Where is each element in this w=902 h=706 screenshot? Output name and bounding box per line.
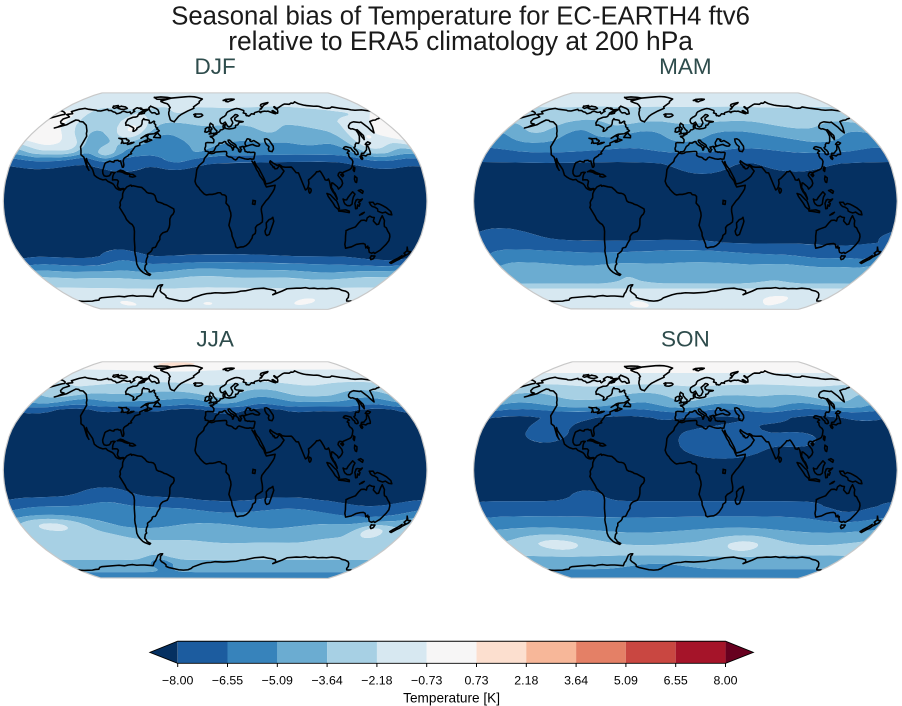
- svg-text:8.00: 8.00: [713, 674, 737, 688]
- svg-text:−2.18: −2.18: [361, 674, 392, 688]
- svg-text:0.73: 0.73: [464, 674, 488, 688]
- svg-text:6.55: 6.55: [664, 674, 688, 688]
- svg-text:SON: SON: [661, 327, 710, 352]
- svg-text:DJF: DJF: [195, 54, 236, 79]
- svg-text:5.09: 5.09: [614, 674, 638, 688]
- svg-text:JJA: JJA: [196, 327, 234, 352]
- svg-text:−3.64: −3.64: [311, 674, 342, 688]
- svg-text:MAM: MAM: [659, 54, 712, 79]
- svg-text:−5.09: −5.09: [262, 674, 293, 688]
- svg-text:relative to ERA5 climatology a: relative to ERA5 climatology at 200 hPa: [228, 26, 693, 56]
- svg-text:−0.73: −0.73: [411, 674, 442, 688]
- svg-text:Temperature [K]: Temperature [K]: [403, 690, 500, 705]
- svg-text:Seasonal bias of Temperature f: Seasonal bias of Temperature for EC-EART…: [171, 3, 750, 31]
- svg-text:−8.00: −8.00: [162, 674, 193, 688]
- svg-text:3.64: 3.64: [564, 674, 588, 688]
- svg-text:−6.55: −6.55: [212, 674, 243, 688]
- svg-text:2.18: 2.18: [514, 674, 538, 688]
